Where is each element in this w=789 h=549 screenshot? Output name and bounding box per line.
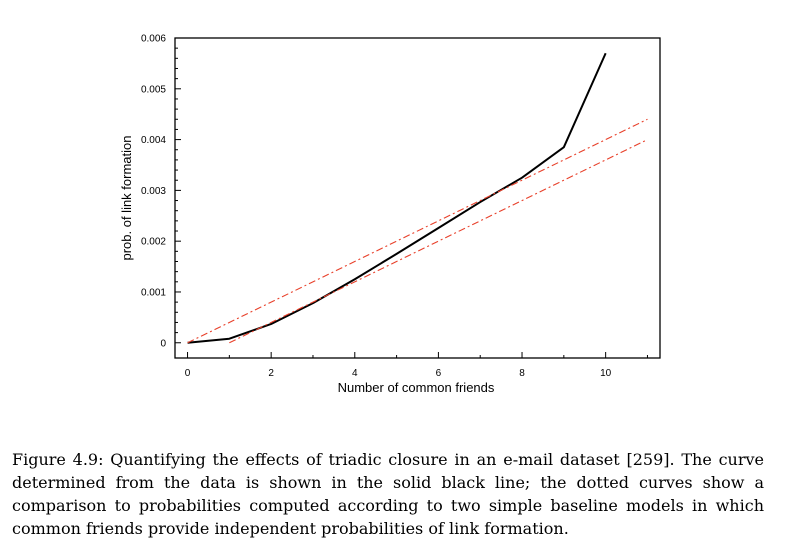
baseline-curve-1 [187,118,648,344]
y-axis-ticks: 0 0.001 0.002 0.003 0.004 0.005 0.006 [141,34,181,349]
series-layer [187,52,648,344]
y-tick-label: 0.004 [141,135,166,146]
x-axis-ticks: 0 2 4 6 8 10 [185,352,648,379]
x-axis-label: Number of common friends [338,380,495,395]
y-tick-label: 0.006 [141,34,166,45]
y-tick-label: 0.001 [141,287,166,298]
chart: 0 2 4 6 8 10 00.0010.0020.0030.0040.0050.006 … [119,34,661,395]
y-tick-label: 0.003 [141,186,166,197]
x-tick-label: 0 [185,368,191,379]
plot-frame [174,37,661,359]
figure-caption: Figure 4.9: Quantifying the effects of t… [12,450,764,538]
x-tick-label: 4 [352,368,358,379]
y-axis-label: prob. of link formation [119,135,134,260]
baseline-curve-2 [229,139,648,344]
y-tick-label: 0 [160,338,166,349]
x-tick-label: 6 [436,368,442,379]
y-tick-label: 0.002 [141,237,166,248]
x-tick-label: 8 [519,368,525,379]
data-curve [187,52,607,344]
x-tick-label: 10 [600,368,612,379]
x-tick-label: 2 [268,368,274,379]
y-tick-label: 0.005 [141,84,166,95]
